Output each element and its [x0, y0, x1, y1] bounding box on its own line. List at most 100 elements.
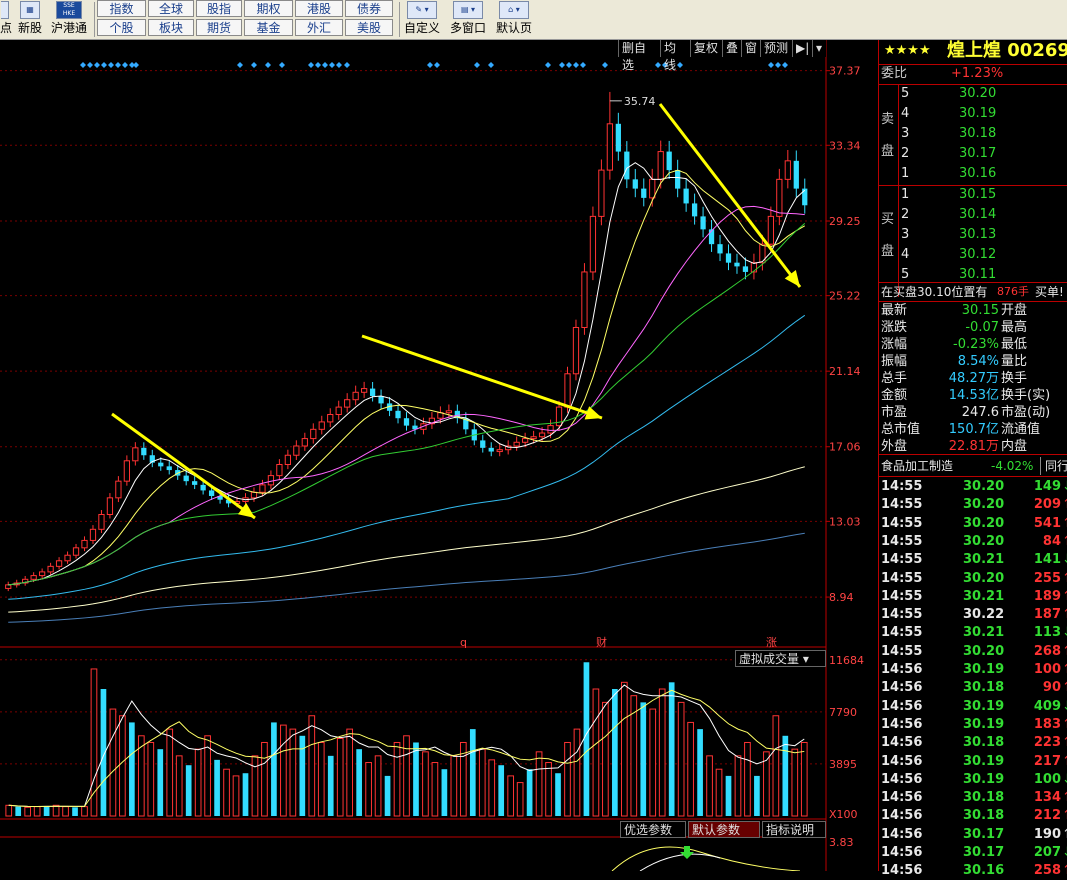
tick-row[interactable]: 14:55 30.20 255↑: [879, 570, 1067, 588]
candle-down: [378, 395, 384, 404]
signal-arrow-icon: [680, 846, 694, 859]
btn-fund[interactable]: 基金: [244, 19, 293, 36]
btn-stock-index[interactable]: 股指: [196, 0, 242, 17]
customize-button[interactable]: ✎ ▾ 自定义: [403, 0, 441, 39]
tick-row[interactable]: 14:56 30.19 183↑: [879, 716, 1067, 734]
tick-time: 14:55: [881, 497, 923, 513]
btn-index[interactable]: 指数: [97, 0, 146, 17]
volume-bar-up: [450, 755, 458, 817]
candle-up: [428, 417, 436, 425]
btn-bond[interactable]: 债券: [345, 0, 393, 17]
sse-hkex-button[interactable]: SSE HKE 沪港通: [48, 0, 90, 39]
volume-bar-down: [299, 735, 306, 816]
tick-row[interactable]: 14:55 30.20 268↑: [879, 643, 1067, 661]
btn-us-stock[interactable]: 美股: [345, 19, 393, 36]
stat-label-2: 换手(实): [1001, 388, 1051, 403]
tick-row[interactable]: 14:56 30.19 100↑: [879, 661, 1067, 679]
arrow-down-icon: ↓: [1062, 698, 1067, 716]
stat-label: 总手: [881, 371, 908, 386]
stat-value: 30.15: [961, 303, 999, 318]
tick-row[interactable]: 14:55 30.20 541↑: [879, 515, 1067, 533]
tick-row[interactable]: 14:55 30.21 189↑: [879, 588, 1067, 606]
buy-price: 30.11: [959, 267, 997, 282]
arrow-up-icon: ↑: [1062, 734, 1067, 752]
tick-row[interactable]: 14:56 30.18 212↑: [879, 807, 1067, 825]
tab-preferred-params[interactable]: 优选参数: [620, 821, 686, 838]
candle-up: [132, 447, 139, 462]
chevron-down-icon[interactable]: ▾: [812, 40, 826, 57]
buy-level: 5: [901, 267, 910, 282]
divider: [879, 282, 1067, 283]
candle-up: [81, 539, 88, 549]
buy-price: 30.15: [959, 187, 997, 202]
forecast-button[interactable]: 预测: [760, 40, 792, 57]
event-diamond-marker: [80, 62, 86, 68]
volume-bar-up: [744, 741, 751, 817]
btn-futures[interactable]: 期货: [196, 19, 242, 36]
candle-down: [725, 253, 732, 263]
industry-name[interactable]: 食品加工制造: [881, 459, 954, 473]
tick-row[interactable]: 14:56 30.16 258↑: [879, 862, 1067, 880]
tick-row[interactable]: 14:56 30.18 90↑: [879, 679, 1067, 697]
volume-bar-up: [772, 715, 780, 817]
overlay-button[interactable]: 叠: [722, 40, 741, 57]
tick-volume: 187: [1033, 607, 1061, 623]
btn-sector[interactable]: 板块: [148, 19, 194, 36]
btn-options[interactable]: 期权: [244, 0, 293, 17]
buy-row: 4 30.12: [879, 246, 1067, 264]
event-marker-1: 财: [596, 635, 607, 649]
candle-up: [47, 565, 54, 573]
tick-row[interactable]: 14:56 30.19 100↓: [879, 771, 1067, 789]
volume-type-dropdown[interactable]: 虚拟成交量 ▾: [735, 650, 826, 667]
ma-button[interactable]: 均线: [660, 40, 690, 72]
event-diamond-marker: [94, 62, 100, 68]
tick-price: 30.17: [963, 826, 1005, 842]
divider: [879, 454, 1067, 455]
btn-global[interactable]: 全球: [148, 0, 194, 17]
tick-row[interactable]: 14:55 30.21 141↓: [879, 551, 1067, 569]
tick-row[interactable]: 14:56 30.17 190↑: [879, 826, 1067, 844]
stat-label: 总市值: [881, 422, 921, 437]
weibi-row: 委比 +1.23%: [879, 65, 1067, 83]
window-button[interactable]: 窗: [741, 40, 760, 57]
next-icon[interactable]: ▶|: [792, 40, 812, 57]
stat-label-2: 开盘: [1001, 303, 1028, 318]
volume-bar-up: [687, 721, 694, 817]
default-page-button[interactable]: ⌂ ▾ 默认页: [494, 0, 534, 39]
event-diamond-marker: [315, 62, 321, 68]
event-diamond-marker: [308, 62, 314, 68]
remove-favorite-button[interactable]: 删自选: [618, 40, 660, 72]
adjust-button[interactable]: 复权: [690, 40, 722, 57]
weibi-label: 委比: [881, 66, 908, 81]
new-stock-button[interactable]: ▦ 新股: [16, 0, 44, 39]
toolbar-partial-button[interactable]: 点: [0, 0, 12, 39]
volume-bar-down: [129, 722, 135, 816]
tick-row[interactable]: 14:56 30.18 134↑: [879, 789, 1067, 807]
tick-row[interactable]: 14:55 30.20 209↑: [879, 496, 1067, 514]
btn-individual-stock[interactable]: 个股: [97, 19, 146, 36]
peer-tab[interactable]: 同行: [1040, 457, 1067, 475]
event-diamond-marker: [87, 62, 93, 68]
tick-row[interactable]: 14:56 30.19 409↓: [879, 698, 1067, 716]
buy-price: 30.13: [959, 227, 997, 242]
tick-row[interactable]: 14:56 30.19 217↑: [879, 753, 1067, 771]
multi-window-button[interactable]: ▤ ▾ 多窗口: [448, 0, 488, 39]
volume-bar-up: [393, 741, 401, 817]
candle-down: [158, 462, 164, 467]
volume-bar-up: [677, 701, 685, 817]
volume-bar-up: [564, 741, 571, 817]
kline-chart-area[interactable]: 37.37 33.34 29.25 25.22 21.14 17.06 13.03 8.94 3…: [0, 40, 878, 872]
tick-row[interactable]: 14:55 30.21 113↓: [879, 624, 1067, 642]
btn-forex[interactable]: 外汇: [295, 19, 343, 36]
tick-row[interactable]: 14:56 30.18 223↑: [879, 734, 1067, 752]
tab-indicator-help[interactable]: 指标说明: [762, 821, 826, 838]
tick-row[interactable]: 14:56 30.17 207↓: [879, 844, 1067, 862]
candle-up: [776, 178, 783, 217]
btn-hk-stock[interactable]: 港股: [295, 0, 343, 17]
tick-row[interactable]: 14:55 30.20 149↓: [879, 478, 1067, 496]
tick-row[interactable]: 14:55 30.22 187↑: [879, 606, 1067, 624]
tab-default-params[interactable]: 默认参数: [688, 821, 760, 838]
buy-price: 30.14: [959, 207, 997, 222]
event-diamond-marker: [427, 62, 433, 68]
tick-row[interactable]: 14:55 30.20 84↑: [879, 533, 1067, 551]
